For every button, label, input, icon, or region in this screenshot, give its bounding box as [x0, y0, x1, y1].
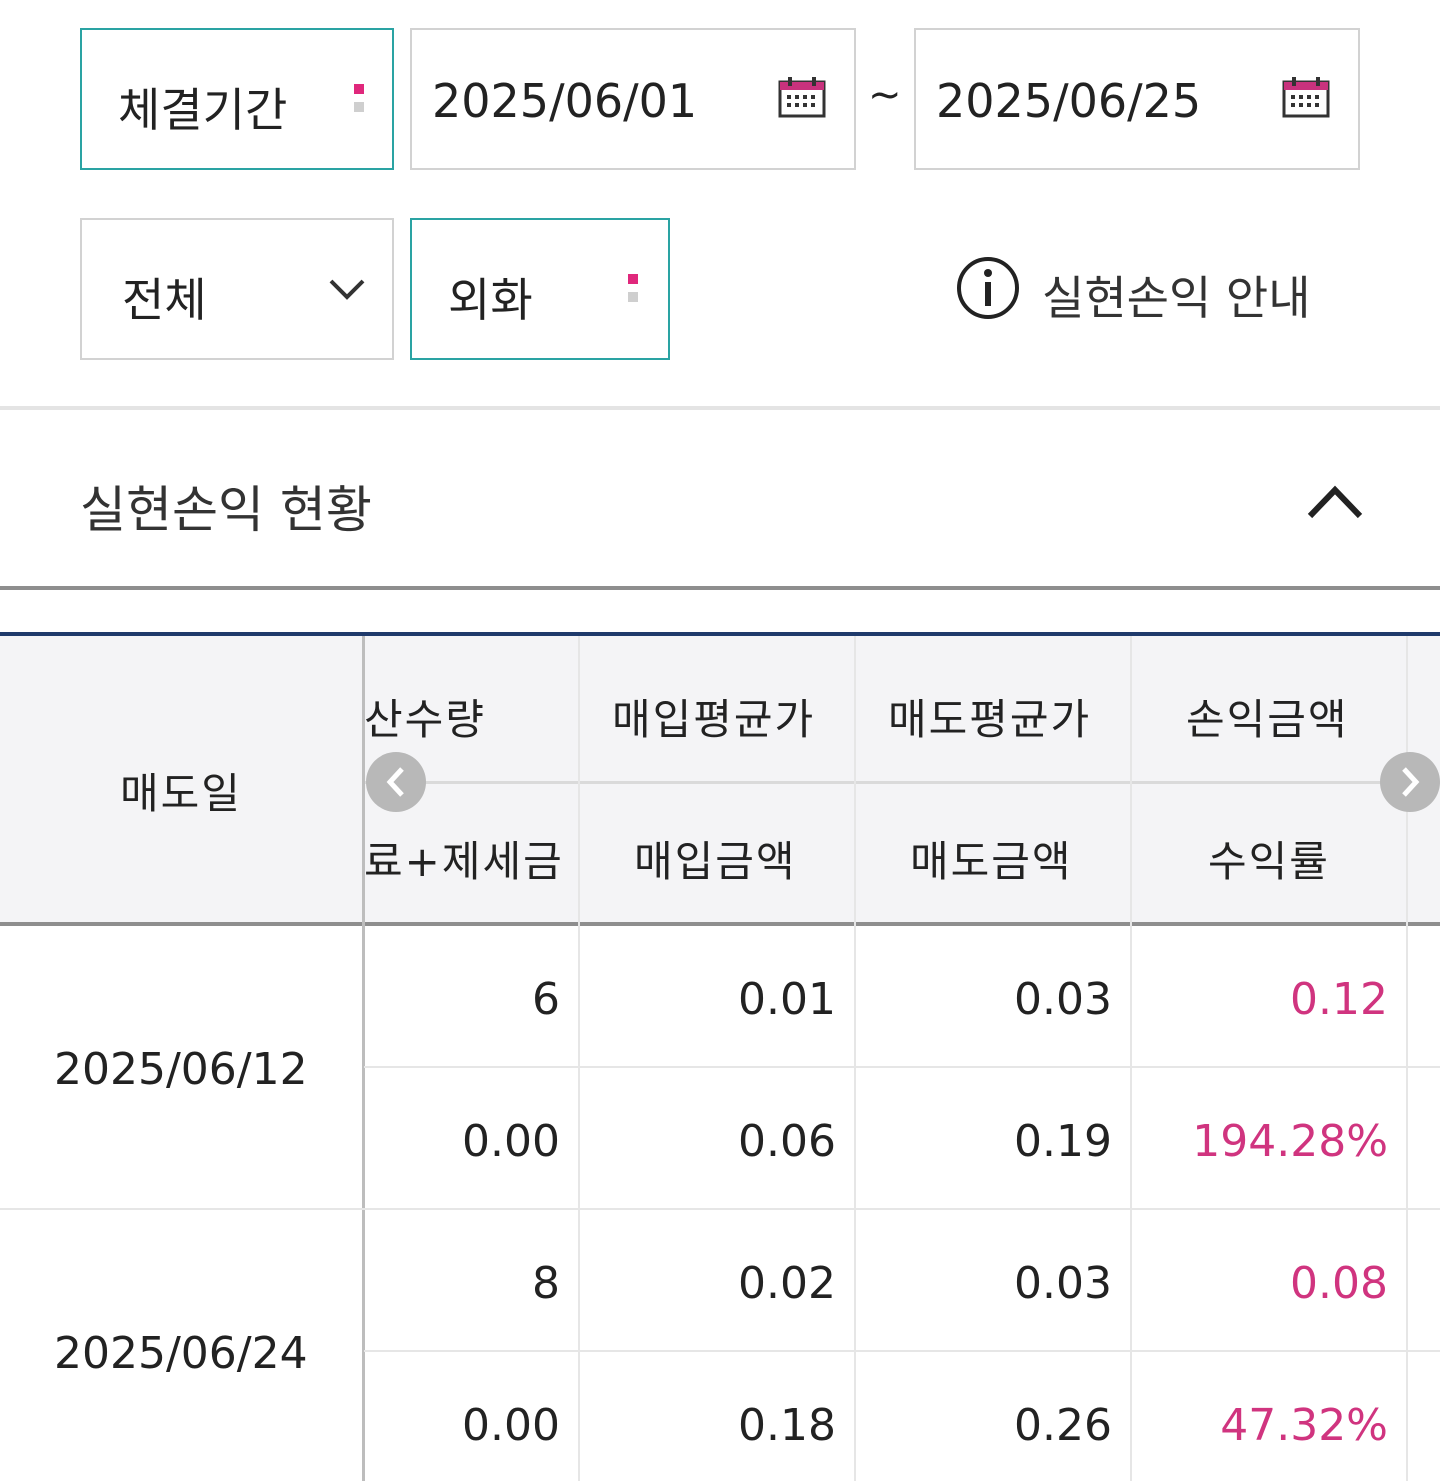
row-inner-divider — [364, 1350, 1440, 1352]
calendar-icon[interactable] — [1282, 76, 1330, 118]
date-range-separator: ~ — [868, 72, 902, 118]
header-sell-date: 매도일 — [120, 769, 242, 818]
col-divider — [578, 636, 580, 1481]
start-date-field[interactable]: 2025/06/01 — [410, 28, 856, 170]
col-divider — [1406, 636, 1408, 1481]
cell-profit-amount: 0.12 — [1290, 974, 1388, 1025]
end-date-field[interactable]: 2025/06/25 — [914, 28, 1360, 170]
section-title: 실현손익 현황 — [80, 481, 372, 539]
row-sell-date: 2025/06/12 — [54, 1044, 308, 1095]
info-icon — [957, 257, 1019, 319]
info-link-label: 실현손익 안내 — [1042, 271, 1311, 325]
header-top-2: 매입평균가 — [612, 695, 816, 744]
fixed-column-border — [362, 636, 365, 1481]
cell-return-rate: 194.28% — [1192, 1116, 1388, 1167]
cell-fee-tax: 0.00 — [462, 1400, 560, 1451]
scroll-left-icon — [386, 767, 404, 797]
row-inner-divider — [364, 1066, 1440, 1068]
period-label-box: 체결기간 — [80, 28, 394, 170]
scroll-right-icon — [1402, 767, 1420, 797]
start-date-value: 2025/06/01 — [432, 74, 698, 128]
cell-fee-tax: 0.00 — [462, 1116, 560, 1167]
cell-sell-avg-price: 0.03 — [1014, 1258, 1112, 1309]
required-marker — [354, 84, 364, 112]
col-divider — [854, 636, 856, 1481]
currency-label: 외화 — [448, 273, 533, 327]
required-marker — [628, 274, 638, 302]
row-divider — [0, 1208, 1440, 1210]
chevron-down-icon — [329, 279, 365, 300]
scroll-left-button[interactable] — [366, 752, 426, 812]
section-divider — [0, 406, 1440, 410]
cell-quantity: 6 — [532, 974, 560, 1025]
cell-buy-avg-price: 0.02 — [738, 1258, 836, 1309]
type-select-value: 전체 — [122, 273, 207, 327]
chevron-up-icon[interactable] — [1306, 482, 1364, 522]
period-label: 체결기간 — [118, 83, 288, 137]
header-top-3: 매도평균가 — [888, 695, 1092, 744]
header-mid-line — [364, 781, 1440, 784]
row-sell-date: 2025/06/24 — [54, 1328, 308, 1379]
cell-sell-avg-price: 0.03 — [1014, 974, 1112, 1025]
table-header — [0, 636, 1440, 922]
header-bottom-1: 료+제세금 — [364, 837, 564, 886]
cell-buy-amount: 0.18 — [738, 1400, 836, 1451]
section-header-underline — [0, 586, 1440, 590]
table-top-border — [0, 632, 1440, 636]
header-top-1: 산수량 — [364, 695, 486, 744]
end-date-value: 2025/06/25 — [936, 74, 1202, 128]
cell-quantity: 8 — [532, 1258, 560, 1309]
header-bottom-3: 매도금액 — [910, 837, 1073, 886]
cell-buy-avg-price: 0.01 — [738, 974, 836, 1025]
col-divider — [1130, 636, 1132, 1481]
header-bottom-4: 수익률 — [1208, 837, 1330, 886]
realized-pl-info-link[interactable]: 실현손익 안내 — [956, 250, 1336, 330]
table-header-underline — [0, 922, 1440, 926]
header-top-4: 손익금액 — [1186, 695, 1349, 744]
cell-return-rate: 47.32% — [1220, 1400, 1388, 1451]
cell-profit-amount: 0.08 — [1290, 1258, 1388, 1309]
currency-label-box: 외화 — [410, 218, 670, 360]
scroll-right-button[interactable] — [1380, 752, 1440, 812]
cell-sell-amount: 0.19 — [1014, 1116, 1112, 1167]
cell-sell-amount: 0.26 — [1014, 1400, 1112, 1451]
cell-buy-amount: 0.06 — [738, 1116, 836, 1167]
header-bottom-2: 매입금액 — [634, 837, 797, 886]
type-select[interactable]: 전체 — [80, 218, 394, 360]
calendar-icon[interactable] — [778, 76, 826, 118]
section-header[interactable]: 실현손익 현황 — [0, 410, 1440, 586]
